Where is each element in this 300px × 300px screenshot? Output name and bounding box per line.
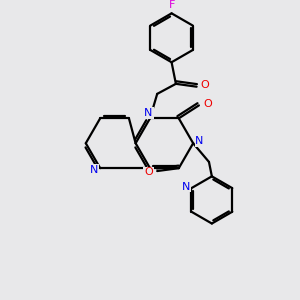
Text: O: O	[144, 167, 153, 178]
Text: N: N	[182, 182, 190, 192]
Text: O: O	[203, 99, 212, 109]
Text: F: F	[168, 0, 175, 10]
Text: N: N	[195, 136, 204, 146]
Text: N: N	[144, 108, 153, 118]
Text: N: N	[90, 165, 99, 175]
Text: O: O	[200, 80, 209, 90]
